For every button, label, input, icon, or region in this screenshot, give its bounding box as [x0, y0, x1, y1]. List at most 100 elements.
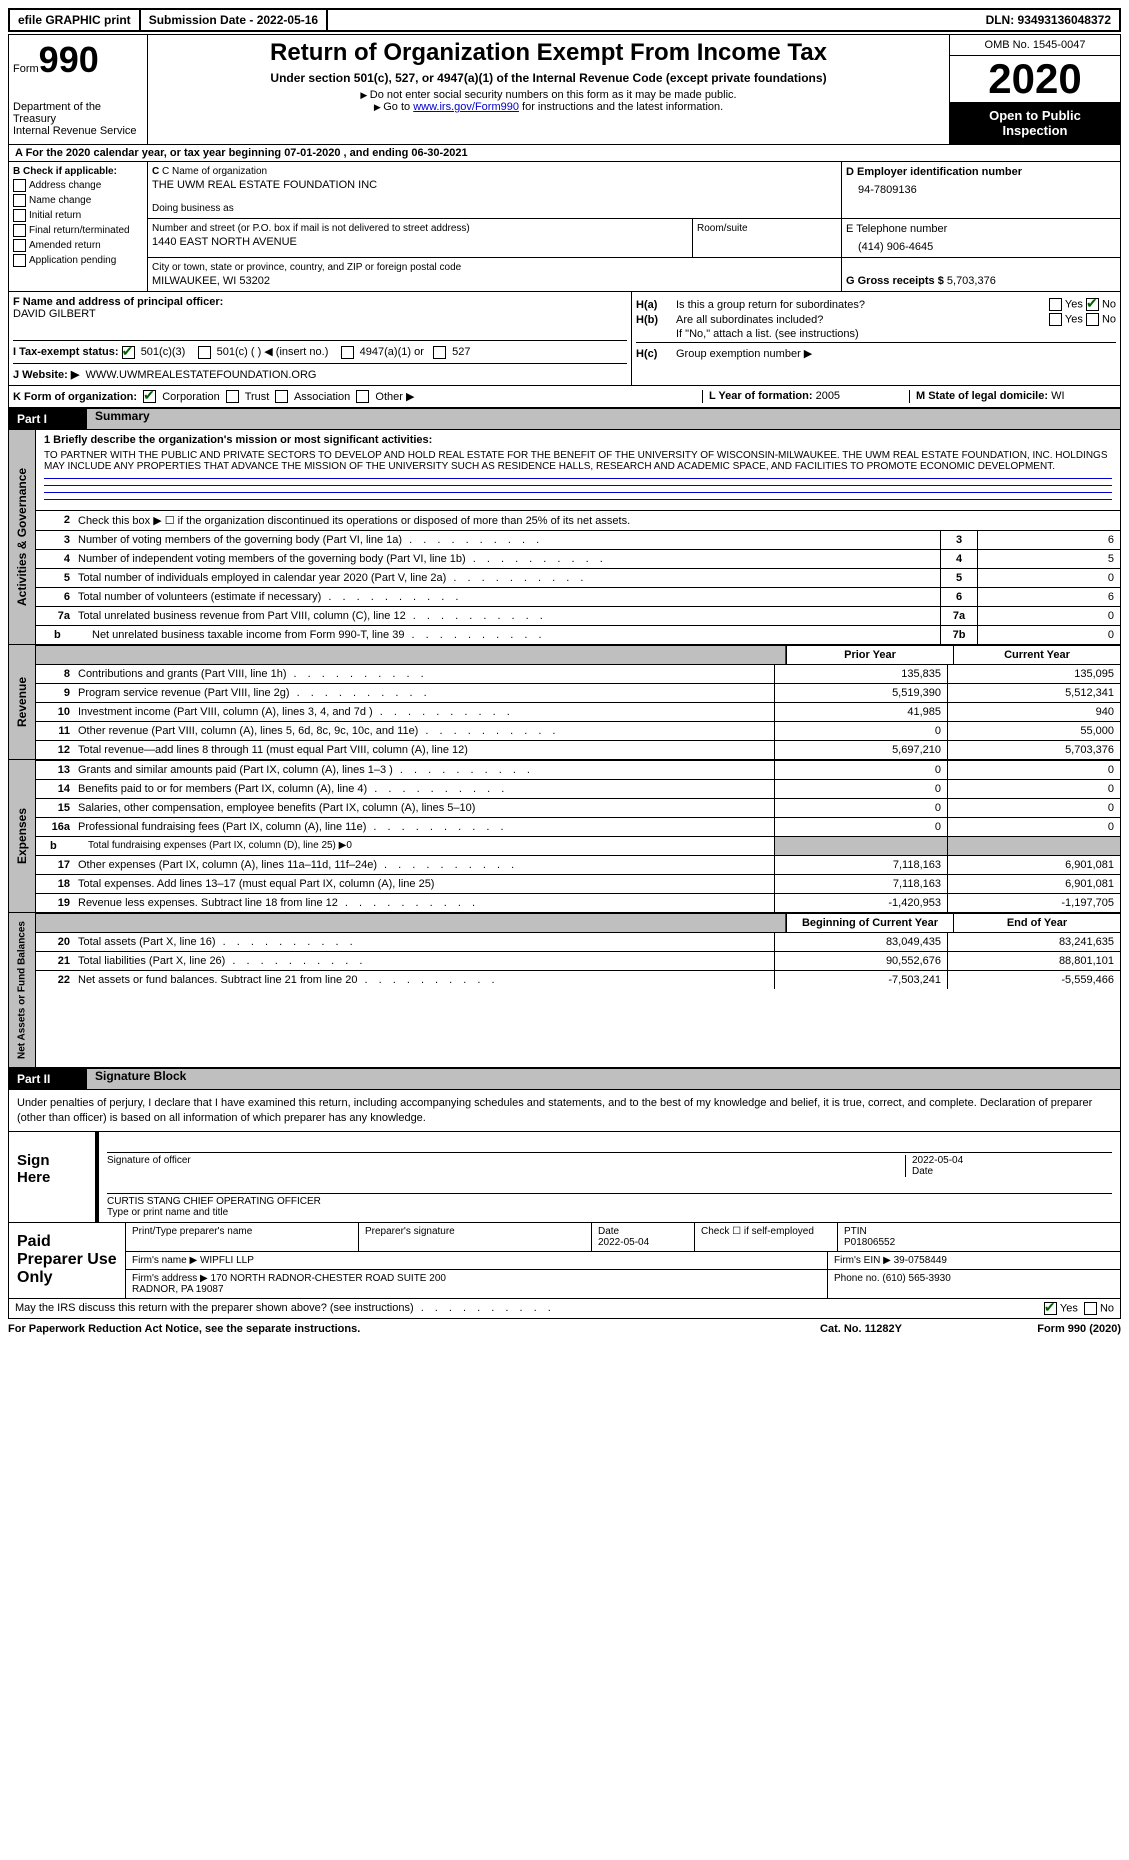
cb-app-pending[interactable]: Application pending — [13, 254, 143, 267]
part-1-header: Part I Summary — [8, 408, 1121, 430]
line-8: Contributions and grants (Part VIII, lin… — [74, 665, 774, 683]
l21-beg: 90,552,676 — [774, 952, 947, 970]
city-cell: City or town, state or province, country… — [148, 258, 841, 291]
box-f: F Name and address of principal officer:… — [9, 292, 632, 385]
val-4: 5 — [977, 550, 1120, 568]
cb-501c[interactable] — [198, 346, 211, 359]
l19-prior: -1,420,953 — [774, 894, 947, 912]
line-6: Total number of volunteers (estimate if … — [74, 588, 940, 606]
discuss-text: May the IRS discuss this return with the… — [15, 1302, 1044, 1315]
hb-yes[interactable] — [1049, 313, 1062, 326]
firm-addr-label: Firm's address ▶ — [132, 1273, 208, 1284]
l15-prior: 0 — [774, 799, 947, 817]
open-to-public: Open to Public Inspection — [950, 102, 1120, 144]
org-name: THE UWM REAL ESTATE FOUNDATION INC — [152, 179, 837, 191]
discuss-no[interactable] — [1084, 1302, 1097, 1315]
sign-here-label: Sign Here — [9, 1132, 99, 1222]
box-e: E Telephone number (414) 906-4645 — [841, 219, 1120, 257]
l11-curr: 55,000 — [947, 722, 1120, 740]
l12-prior: 5,697,210 — [774, 741, 947, 759]
cb-amended[interactable]: Amended return — [13, 239, 143, 252]
sign-here-block: Sign Here Signature of officer 2022-05-0… — [8, 1132, 1121, 1223]
box-b-title: B Check if applicable: — [13, 166, 117, 177]
section-a: A For the 2020 calendar year, or tax yea… — [8, 145, 1121, 162]
mission-label: 1 Briefly describe the organization's mi… — [44, 434, 432, 446]
room-suite: Room/suite — [692, 219, 841, 257]
cb-4947[interactable] — [341, 346, 354, 359]
phone: (414) 906-4645 — [858, 241, 1116, 253]
l17-curr: 6,901,081 — [947, 856, 1120, 874]
prep-date-header: Date — [598, 1226, 619, 1237]
cb-assoc[interactable] — [275, 390, 288, 403]
instruction-ssn: Do not enter social security numbers on … — [152, 89, 945, 101]
sig-date: 2022-05-04 — [912, 1155, 963, 1166]
signature-declaration: Under penalties of perjury, I declare th… — [8, 1090, 1121, 1132]
firm-ein: 39-0758449 — [894, 1255, 947, 1266]
phone-label: Phone no. — [834, 1273, 880, 1284]
hb-no[interactable] — [1086, 313, 1099, 326]
cb-final-return[interactable]: Final return/terminated — [13, 224, 143, 237]
cb-other[interactable] — [356, 390, 369, 403]
cb-initial-return[interactable]: Initial return — [13, 209, 143, 222]
bottom-line: For Paperwork Reduction Act Notice, see … — [8, 1319, 1121, 1339]
part-2-header: Part II Signature Block — [8, 1068, 1121, 1090]
instruction-link: Go to www.irs.gov/Form990 for instructio… — [152, 101, 945, 113]
cb-527[interactable] — [433, 346, 446, 359]
l16b-curr — [947, 837, 1120, 855]
prep-name-header: Print/Type preparer's name — [126, 1223, 359, 1251]
line-10: Investment income (Part VIII, column (A)… — [74, 703, 774, 721]
box-l-label: L Year of formation: — [709, 390, 813, 402]
l16a-curr: 0 — [947, 818, 1120, 836]
side-revenue: Revenue — [9, 645, 36, 759]
l9-prior: 5,519,390 — [774, 684, 947, 702]
line-20: Total assets (Part X, line 16) — [74, 933, 774, 951]
prep-selfemp: Check ☐ if self-employed — [695, 1223, 838, 1251]
l17-prior: 7,118,163 — [774, 856, 947, 874]
l16b-prior — [774, 837, 947, 855]
cat-no: Cat. No. 11282Y — [761, 1323, 961, 1335]
box-b: B Check if applicable: Address change Na… — [9, 162, 148, 291]
main-title: Return of Organization Exempt From Incom… — [152, 39, 945, 67]
part-1-num: Part I — [17, 412, 87, 426]
l12-curr: 5,703,376 — [947, 741, 1120, 759]
ein-label: Firm's EIN ▶ — [834, 1255, 891, 1266]
tax-year: 2020 — [950, 56, 1120, 102]
dln: DLN: 93493136048372 — [978, 10, 1119, 30]
gross-receipts: 5,703,376 — [947, 275, 996, 287]
cb-corp[interactable] — [143, 390, 156, 403]
activities-section: Activities & Governance 1 Briefly descri… — [8, 430, 1121, 645]
line-21: Total liabilities (Part X, line 26) — [74, 952, 774, 970]
l10-prior: 41,985 — [774, 703, 947, 721]
hc-text: Group exemption number ▶ — [676, 347, 1116, 360]
name-title-label: Type or print name and title — [107, 1207, 228, 1218]
side-netassets: Net Assets or Fund Balances — [9, 913, 36, 1067]
l15-curr: 0 — [947, 799, 1120, 817]
l9-curr: 5,512,341 — [947, 684, 1120, 702]
line-16b: Total fundraising expenses (Part IX, col… — [84, 837, 774, 855]
irs-link[interactable]: www.irs.gov/Form990 — [413, 101, 519, 113]
box-i-label: I Tax-exempt status: — [13, 346, 119, 358]
ha-yes[interactable] — [1049, 298, 1062, 311]
cb-501c3[interactable] — [122, 346, 135, 359]
line-14: Benefits paid to or for members (Part IX… — [74, 780, 774, 798]
form-number: 990 — [39, 39, 99, 80]
l20-beg: 83,049,435 — [774, 933, 947, 951]
l16a-prior: 0 — [774, 818, 947, 836]
box-j-label: J Website: ▶ — [13, 369, 79, 381]
dept-treasury: Department of the Treasury Internal Reve… — [13, 101, 143, 137]
line-4: Number of independent voting members of … — [74, 550, 940, 568]
website: WWW.UWMREALESTATEFOUNDATION.ORG — [85, 369, 316, 381]
val-6: 6 — [977, 588, 1120, 606]
cb-address-change[interactable]: Address change — [13, 179, 143, 192]
discuss-row: May the IRS discuss this return with the… — [8, 1299, 1121, 1319]
discuss-yes[interactable] — [1044, 1302, 1057, 1315]
line-7a: Total unrelated business revenue from Pa… — [74, 607, 940, 625]
omb-number: OMB No. 1545-0047 — [950, 35, 1120, 56]
l13-prior: 0 — [774, 761, 947, 779]
officer-name: CURTIS STANG CHIEF OPERATING OFFICER — [107, 1196, 321, 1207]
cb-trust[interactable] — [226, 390, 239, 403]
line-19: Revenue less expenses. Subtract line 18 … — [74, 894, 774, 912]
cb-name-change[interactable]: Name change — [13, 194, 143, 207]
ha-no[interactable] — [1086, 298, 1099, 311]
l8-prior: 135,835 — [774, 665, 947, 683]
